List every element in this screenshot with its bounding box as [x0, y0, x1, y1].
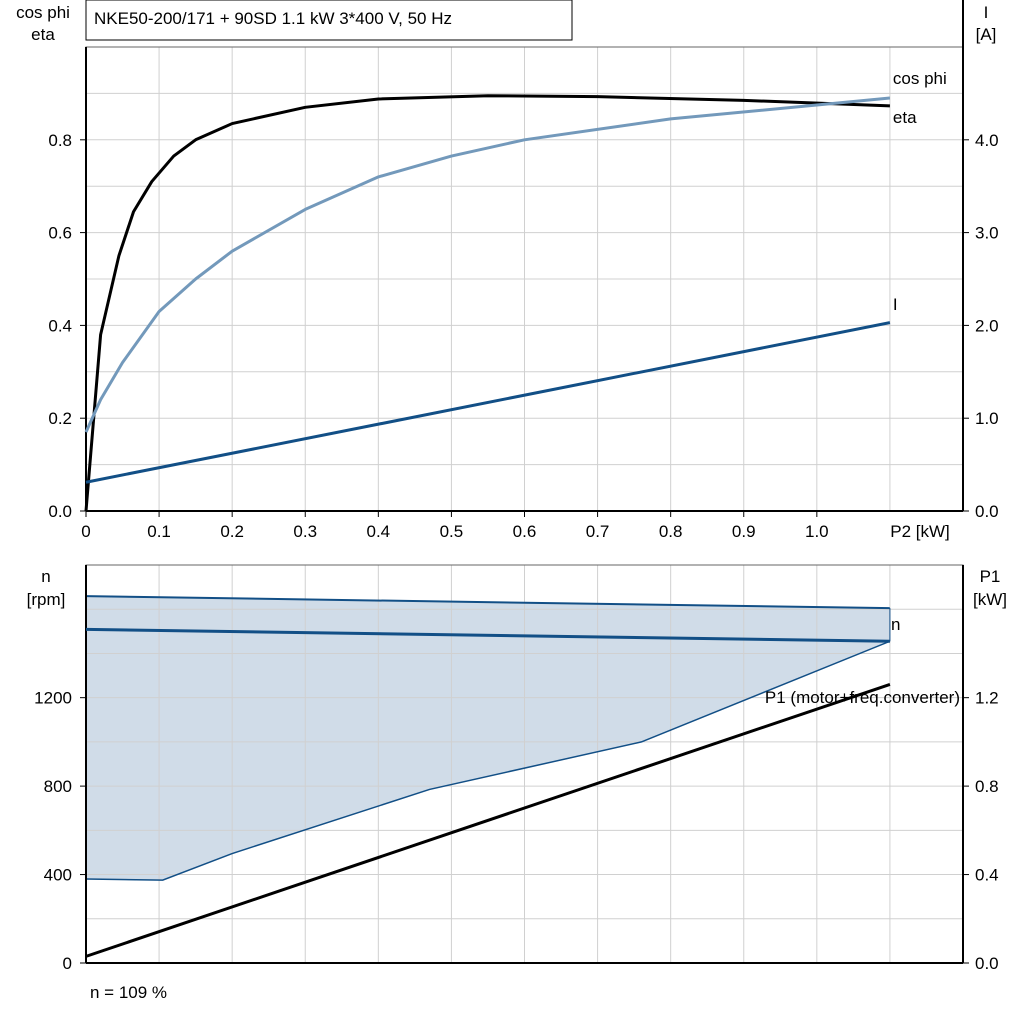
y-tick-label: 0.4	[48, 316, 72, 335]
series-line-p1	[85, 682, 891, 958]
series-line-cos-phi	[84, 96, 891, 433]
series-line-n	[85, 627, 890, 643]
x-tick-label: 0.6	[513, 522, 537, 541]
y-axis-label: cos phi	[16, 3, 70, 22]
y2-tick-label: 0.0	[975, 502, 999, 521]
x-tick-label: 1.0	[805, 522, 829, 541]
y-tick-label: 800	[44, 777, 72, 796]
x-tick-label: 0.2	[220, 522, 244, 541]
x-tick-label: 0.7	[586, 522, 610, 541]
y-tick-label: 0.0	[48, 502, 72, 521]
y2-tick-label: 0.4	[975, 866, 999, 885]
x-tick-label: 0.4	[367, 522, 391, 541]
series-line-I	[85, 321, 891, 484]
series-label: n	[891, 615, 900, 634]
range-upper-line	[85, 595, 890, 610]
x-tick-label: 0.9	[732, 522, 756, 541]
y-tick-label: 1200	[34, 689, 72, 708]
y-axis-label: [rpm]	[27, 590, 66, 609]
y2-tick-label: 4.0	[975, 131, 999, 150]
y-tick-label: 400	[44, 866, 72, 885]
y2-tick-label: 3.0	[975, 224, 999, 243]
y-tick-label: 0.6	[48, 224, 72, 243]
x-tick-label: 0.1	[147, 522, 171, 541]
y2-tick-label: 1.0	[975, 409, 999, 428]
y-tick-label: 0.8	[48, 131, 72, 150]
series-label: cos phi	[893, 69, 947, 88]
y2-axis-label: I	[984, 3, 989, 22]
y2-axis-label: P1	[980, 567, 1001, 586]
series-label: eta	[893, 108, 917, 127]
y2-axis-label: [kW]	[973, 590, 1007, 609]
x-tick-label: 0.3	[293, 522, 317, 541]
y2-tick-label: 1.2	[975, 689, 999, 708]
series-label: P1 (motor+freq.converter)	[765, 688, 960, 707]
y2-axis-label: [A]	[976, 25, 997, 44]
title-box	[85, 0, 573, 41]
chart-title: NKE50-200/171 + 90SD 1.1 kW 3*400 V, 50 …	[94, 9, 452, 28]
x-tick-label: 0	[81, 522, 90, 541]
footnote: n = 109 %	[90, 983, 167, 1002]
y-tick-label: 0.2	[48, 409, 72, 428]
series-label: I	[893, 295, 898, 314]
x-axis-label: P2 [kW]	[890, 522, 950, 541]
y-tick-label: 0	[63, 954, 72, 973]
series-line-eta	[84, 94, 890, 512]
operating-range-area	[86, 596, 890, 881]
range-lower-line	[85, 640, 891, 881]
x-tick-label: 0.8	[659, 522, 683, 541]
x-tick-label: 0.5	[440, 522, 464, 541]
y-axis-label: eta	[31, 25, 55, 44]
y-axis-label: n	[41, 567, 50, 586]
y2-tick-label: 0.0	[975, 954, 999, 973]
y2-tick-label: 0.8	[975, 777, 999, 796]
y2-tick-label: 2.0	[975, 316, 999, 335]
